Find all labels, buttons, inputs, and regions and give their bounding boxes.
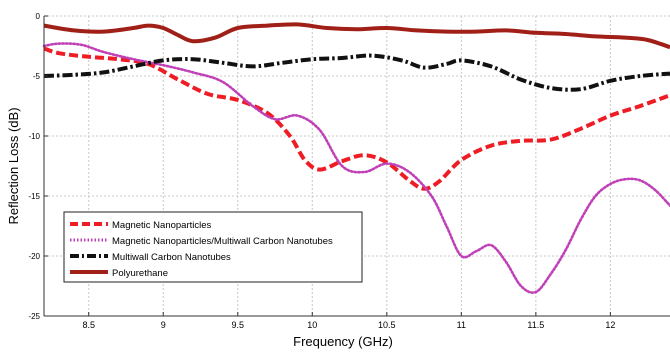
x-tick-label: 10.5	[378, 320, 396, 330]
y-tick-label: -25	[28, 312, 40, 321]
series-layer	[42, 22, 670, 294]
x-tick-label: 10	[307, 320, 317, 330]
x-tick-label: 11	[457, 320, 466, 330]
x-tick-label: 9.5	[232, 320, 245, 330]
legend: Magnetic Nanoparticles Magnetic Nanopart…	[63, 211, 363, 283]
x-tick-label: 8.5	[82, 320, 95, 330]
legend-label-multiwall-carbon-nanotubes: Multiwall Carbon Nanotubes	[112, 252, 231, 263]
legend-label-polyurethane: Polyurethane	[112, 268, 168, 279]
series-magnetic-nanoparticles-mwcnt	[42, 42, 670, 294]
legend-label-magnetic-nanoparticles: Magnetic Nanoparticles	[112, 220, 212, 231]
series-polyurethane	[43, 22, 670, 50]
x-axis-label: Frequency (GHz)	[293, 334, 393, 349]
tick-layer: 8.5 9 9.5 10 10.5 11 11.5 12 0 -5 -10 -15 -20 -25	[28, 12, 615, 330]
y-tick-label: 0	[36, 12, 41, 21]
series-magnetic-nanoparticles	[43, 46, 670, 191]
axes-layer	[43, 16, 670, 317]
legend-label-magnetic-nanoparticles-mwcnt: Magnetic Nanoparticles/Multiwall Carbon …	[112, 236, 333, 247]
y-tick-label: -20	[28, 252, 40, 261]
series-multiwall-carbon-nanotubes	[43, 53, 670, 92]
x-tick-label: 12	[605, 320, 615, 330]
x-tick-label: 9	[161, 320, 166, 330]
y-axis-label: Reflection Loss (dB)	[6, 107, 21, 224]
legend-box	[63, 211, 363, 283]
y-tick-label: -10	[28, 132, 40, 141]
x-tick-label: 11.5	[527, 320, 544, 330]
y-tick-label: -5	[33, 72, 41, 81]
y-tick-label: -15	[28, 192, 40, 201]
